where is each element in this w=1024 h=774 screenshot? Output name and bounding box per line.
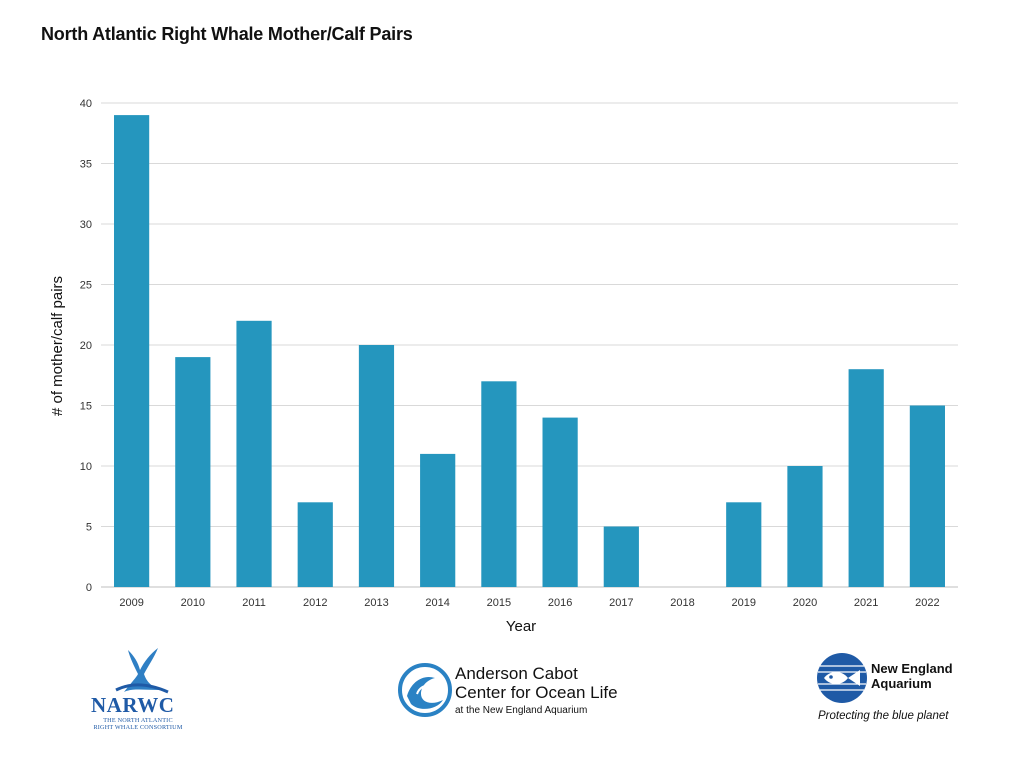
y-tick-label: 25 xyxy=(80,280,92,292)
acc-name-line2: Center for Ocean Life xyxy=(455,683,618,702)
bar-2015 xyxy=(481,381,517,587)
x-tick-label: 2014 xyxy=(425,597,449,609)
bar-2013 xyxy=(358,345,395,587)
y-tick-label: 30 xyxy=(80,219,92,231)
narwc-subtitle-line1: THE NORTH ATLANTIC xyxy=(103,717,173,724)
x-tick-label: 2010 xyxy=(181,597,205,609)
fish-circle-icon xyxy=(817,653,867,703)
whale-tail-icon xyxy=(115,648,169,694)
bar-2014 xyxy=(420,453,456,587)
bar-2019 xyxy=(726,502,762,587)
y-tick-label: 15 xyxy=(80,401,92,413)
bar-2017 xyxy=(603,526,639,587)
y-axis-title: # of mother/calf pairs xyxy=(49,276,66,416)
nea-tagline: Protecting the blue planet xyxy=(818,710,949,722)
narwc-acronym: NARWC xyxy=(91,693,175,717)
new-england-aquarium-logo: New England Aquarium Protecting the blue… xyxy=(816,652,956,732)
x-tick-label: 2009 xyxy=(119,597,143,609)
y-tick-labels: 0 5 10 15 20 25 30 35 40 xyxy=(80,98,92,594)
acc-subtitle: at the New England Aquarium xyxy=(455,705,588,716)
y-tick-label: 0 xyxy=(86,582,92,594)
nea-name-line2: Aquarium xyxy=(871,676,932,691)
x-tick-label: 2018 xyxy=(670,597,694,609)
bar-2020 xyxy=(787,466,823,587)
bar-2009 xyxy=(114,115,150,587)
y-tick-label: 10 xyxy=(80,461,92,473)
narwc-subtitle-line2: RIGHT WHALE CONSORTIUM xyxy=(93,724,183,731)
y-tick-label: 35 xyxy=(80,159,92,171)
bar-2010 xyxy=(175,357,211,587)
x-tick-labels: 2009 2010 2011 2012 2013 2014 2015 2016 2017 2018… xyxy=(119,597,939,609)
x-tick-label: 2013 xyxy=(364,597,388,609)
nea-name: New England Aquarium xyxy=(871,661,961,691)
bar-2021 xyxy=(848,369,884,587)
y-tick-label: 5 xyxy=(86,522,92,534)
bar-chart: 0 5 10 15 20 25 30 35 40 2009 2010 2011 2012 2013 201… xyxy=(49,98,958,635)
anderson-cabot-logo: Anderson Cabot Center for Ocean Life at … xyxy=(397,660,637,720)
bar-2012 xyxy=(297,502,333,587)
narwc-subtitle: THE NORTH ATLANTIC RIGHT WHALE CONSORTIU… xyxy=(90,717,186,731)
bar-2011 xyxy=(236,320,272,587)
y-tick-label: 40 xyxy=(80,98,92,110)
bar-2022 xyxy=(909,405,945,587)
x-tick-label: 2020 xyxy=(793,597,817,609)
chart-title: North Atlantic Right Whale Mother/Calf P… xyxy=(41,24,413,44)
wave-circle-icon xyxy=(398,663,452,717)
gridlines xyxy=(101,102,958,588)
x-tick-label: 2017 xyxy=(609,597,633,609)
x-tick-label: 2011 xyxy=(242,597,266,609)
x-axis-title: Year xyxy=(506,618,536,635)
x-tick-label: 2021 xyxy=(854,597,878,609)
bar-2016 xyxy=(542,417,578,587)
x-tick-label: 2022 xyxy=(915,597,939,609)
x-tick-label: 2019 xyxy=(732,597,756,609)
bars xyxy=(114,115,945,587)
y-tick-label: 20 xyxy=(80,340,92,352)
nea-name-line1: New England xyxy=(871,661,953,676)
acc-name-line1: Anderson Cabot xyxy=(455,664,578,683)
x-tick-label: 2016 xyxy=(548,597,572,609)
x-tick-label: 2015 xyxy=(487,597,511,609)
x-tick-label: 2012 xyxy=(303,597,327,609)
narwc-logo: NARWC THE NORTH ATLANTIC RIGHT WHALE CON… xyxy=(88,646,198,736)
